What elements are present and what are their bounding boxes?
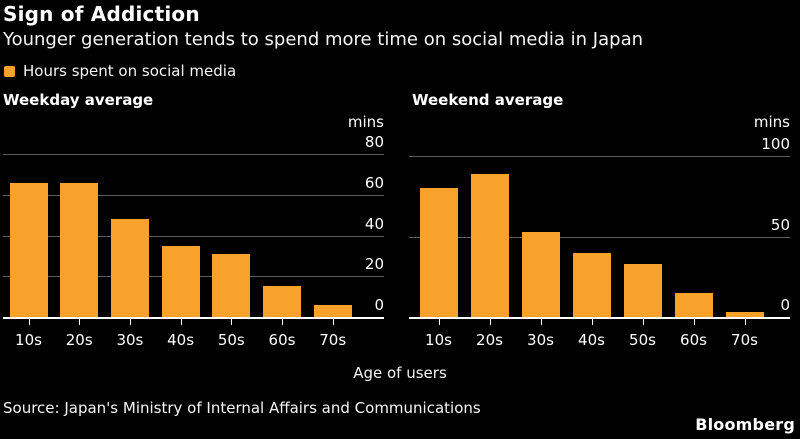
x-tick-label: 60s (680, 331, 707, 349)
axis-tick (79, 319, 81, 325)
legend-label: Hours spent on social media (23, 62, 237, 80)
x-tick-label: 40s (167, 331, 195, 349)
y-tick-label: 50 (770, 215, 790, 234)
bar-50s (212, 253, 251, 317)
y-axis-unit-label: mins (347, 113, 384, 131)
bar-40s (572, 252, 611, 317)
bar-10s (9, 182, 48, 317)
bar-60s (263, 286, 301, 317)
x-tick-label: 10s (15, 331, 42, 349)
bar-30s (521, 231, 560, 317)
x-tick-label: 10s (425, 331, 452, 349)
bar-20s (60, 182, 99, 317)
chart-subtitle: Younger generation tends to spend more t… (3, 29, 644, 50)
panel-title-weekday: Weekday average (3, 91, 154, 109)
axis-tick (231, 319, 233, 325)
x-tick-label: 30s (527, 331, 554, 349)
bar-60s (674, 292, 713, 317)
x-tick-label: 20s (65, 331, 93, 349)
y-tick-label: 0 (374, 296, 384, 314)
gridline (3, 235, 384, 237)
gridline (409, 236, 790, 238)
axis-tick (642, 319, 644, 325)
x-axis-title: Age of users (353, 364, 447, 382)
axis-tick (591, 319, 593, 325)
x-tick-label: 70s (731, 331, 758, 349)
axis-tick (540, 319, 542, 325)
bar-40s (161, 245, 200, 317)
legend-swatch-icon (4, 65, 15, 77)
bar-50s (623, 263, 662, 317)
y-tick-label: 40 (364, 214, 384, 233)
x-tick-label: 50s (217, 331, 245, 349)
x-tick-label: 30s (116, 331, 144, 349)
weekend-bar-chart: mins 0 50 100 10s 20s 30s 40s 50s 60s 70s (409, 112, 790, 352)
x-axis-line (409, 317, 790, 319)
y-tick-label: 80 (364, 133, 384, 151)
legend: Hours spent on social media (4, 62, 236, 80)
x-tick-label: 40s (578, 331, 605, 349)
y-axis-unit-label: mins (753, 113, 790, 131)
y-tick-label: 0 (780, 296, 790, 314)
bar-10s (419, 188, 458, 317)
axis-tick (489, 319, 491, 325)
bar-70s (313, 304, 352, 317)
bar-30s (110, 219, 149, 317)
bar-70s (725, 312, 764, 317)
axis-tick (332, 319, 334, 325)
axis-tick (28, 319, 30, 325)
axis-tick (180, 319, 182, 325)
x-axis-line (3, 317, 384, 319)
page-title: Sign of Addiction (3, 2, 200, 26)
source-attribution: Source: Japan's Ministry of Internal Aff… (3, 399, 481, 417)
axis-tick (744, 319, 746, 325)
y-tick-label: 60 (364, 173, 384, 192)
gridline (409, 156, 790, 157)
axis-tick (129, 319, 131, 325)
x-tick-label: 50s (629, 331, 656, 349)
axis-tick (282, 319, 283, 325)
x-tick-label: 20s (476, 331, 503, 349)
axis-tick (693, 319, 695, 325)
panel-title-weekend: Weekend average (412, 91, 564, 109)
bar-20s (470, 173, 509, 317)
x-tick-label: 60s (268, 331, 296, 349)
gridline (3, 154, 384, 155)
gridline (3, 194, 384, 196)
y-tick-label: 20 (364, 255, 384, 274)
x-tick-label: 70s (319, 331, 347, 349)
y-tick-label: 100 (761, 135, 790, 153)
axis-tick (438, 319, 440, 325)
weekday-bar-chart: mins 0 20 40 60 80 10s 20s 30s 40s 50s 60s 70s (3, 112, 384, 352)
bloomberg-logo: Bloomberg (695, 415, 795, 434)
